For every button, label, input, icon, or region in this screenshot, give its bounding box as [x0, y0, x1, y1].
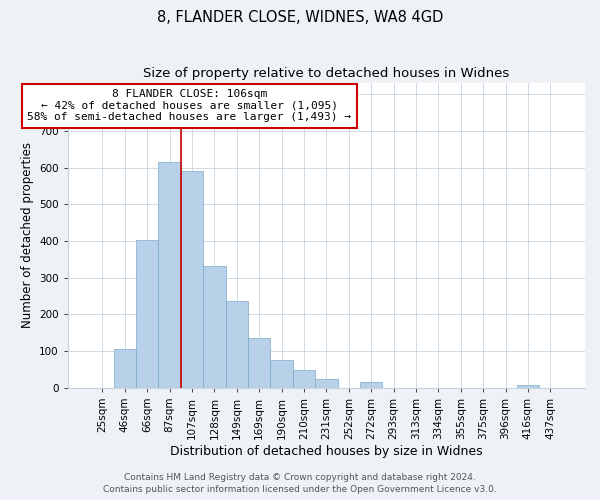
Bar: [158, 162, 181, 388]
Bar: [271, 360, 293, 388]
X-axis label: Distribution of detached houses by size in Widnes: Distribution of detached houses by size …: [170, 444, 482, 458]
Y-axis label: Number of detached properties: Number of detached properties: [20, 142, 34, 328]
Bar: [248, 338, 271, 388]
Bar: [360, 382, 382, 388]
Bar: [136, 240, 158, 388]
Text: 8 FLANDER CLOSE: 106sqm
← 42% of detached houses are smaller (1,095)
58% of semi: 8 FLANDER CLOSE: 106sqm ← 42% of detache…: [27, 89, 351, 122]
Title: Size of property relative to detached houses in Widnes: Size of property relative to detached ho…: [143, 68, 509, 80]
Bar: [315, 378, 338, 388]
Text: Contains HM Land Registry data © Crown copyright and database right 2024.
Contai: Contains HM Land Registry data © Crown c…: [103, 473, 497, 494]
Bar: [181, 171, 203, 388]
Bar: [113, 349, 136, 388]
Bar: [203, 266, 226, 388]
Text: 8, FLANDER CLOSE, WIDNES, WA8 4GD: 8, FLANDER CLOSE, WIDNES, WA8 4GD: [157, 10, 443, 25]
Bar: [293, 370, 315, 388]
Bar: [517, 385, 539, 388]
Bar: [226, 301, 248, 388]
